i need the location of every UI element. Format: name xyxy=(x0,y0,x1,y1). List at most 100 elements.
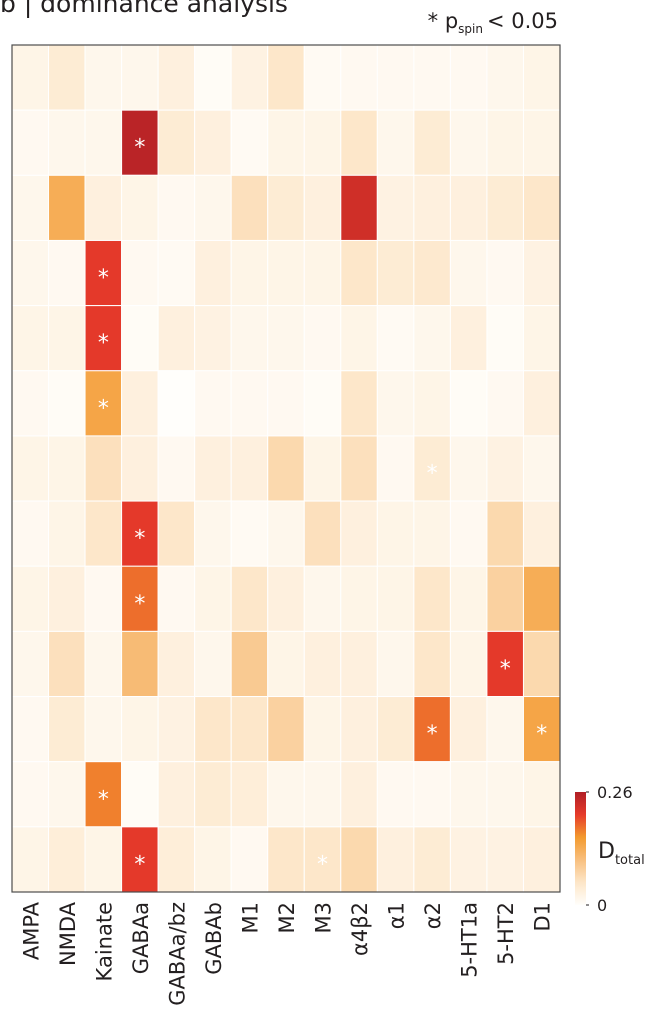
significance-mark: * xyxy=(98,396,109,421)
heat-cell xyxy=(84,630,123,698)
heat-cell xyxy=(230,370,269,437)
heat-cell xyxy=(84,174,123,241)
heat-cell xyxy=(413,565,451,632)
heat-cell xyxy=(121,761,159,828)
heat-cell xyxy=(376,826,415,893)
heat-cell xyxy=(11,696,50,763)
heat-cell xyxy=(449,174,488,241)
heatmap-frame xyxy=(11,44,561,893)
x-tick-label: M1 xyxy=(238,902,262,933)
heat-cell xyxy=(449,630,488,698)
heat-cell xyxy=(48,565,86,632)
heat-cell xyxy=(157,565,196,632)
heat-cell xyxy=(121,239,159,307)
significance-mark: * xyxy=(427,722,438,747)
heat-cell xyxy=(157,500,196,567)
heat-cell xyxy=(486,565,524,632)
heat-cell xyxy=(230,696,269,763)
heat-cell xyxy=(230,435,269,502)
heat-cell xyxy=(157,696,196,763)
heat-cell xyxy=(157,630,196,698)
heat-cell xyxy=(194,239,232,307)
heat-cell xyxy=(449,109,488,176)
heat-cell xyxy=(413,761,451,828)
heat-cell xyxy=(486,435,524,502)
significance-mark: * xyxy=(427,462,438,487)
heat-cell xyxy=(267,174,305,241)
heat-cell xyxy=(48,305,86,372)
x-tick-label: NMDA xyxy=(56,901,80,966)
heat-cell xyxy=(413,305,451,372)
heat-cell xyxy=(267,305,305,372)
heat-cell xyxy=(48,435,86,502)
heat-cell xyxy=(194,435,232,502)
significance-mark: * xyxy=(98,331,109,356)
heat-cell xyxy=(376,109,415,176)
heat-cell xyxy=(449,565,488,632)
heat-cell xyxy=(340,826,378,893)
heat-cell xyxy=(230,174,269,241)
heat-cell xyxy=(340,174,378,241)
colorbar xyxy=(575,792,586,905)
heat-cell xyxy=(340,761,378,828)
heat-cell xyxy=(267,370,305,437)
heat-cell xyxy=(194,370,232,437)
heat-cell xyxy=(486,174,524,241)
note-suffix: < 0.05 xyxy=(487,9,558,33)
heat-cell xyxy=(413,826,451,893)
heat-cell xyxy=(11,174,50,241)
heat-cell xyxy=(230,44,269,111)
heat-cell xyxy=(376,370,415,437)
heat-cell xyxy=(84,109,123,176)
heat-cell xyxy=(121,630,159,698)
heat-cell xyxy=(194,44,232,111)
heat-cell xyxy=(340,239,378,307)
heat-cell xyxy=(303,761,342,828)
heat-cell xyxy=(486,696,524,763)
heat-cell xyxy=(11,500,50,567)
heat-cell xyxy=(11,44,50,111)
heat-cell xyxy=(486,500,524,567)
heat-cell xyxy=(449,435,488,502)
heat-cell xyxy=(11,826,50,893)
heat-cell xyxy=(303,239,342,307)
heat-cell xyxy=(522,761,561,828)
colorbar-tick-label: 0 xyxy=(597,896,607,915)
heat-cell xyxy=(121,826,159,893)
x-tick-label: GABAa xyxy=(129,902,153,974)
heat-cell xyxy=(267,239,305,307)
heat-cell xyxy=(340,696,378,763)
heat-cell xyxy=(48,696,86,763)
heat-cell xyxy=(194,174,232,241)
heat-cell xyxy=(11,239,50,307)
heat-cell xyxy=(486,761,524,828)
heat-cell xyxy=(48,761,86,828)
heat-cell xyxy=(486,44,524,111)
heat-cell xyxy=(413,630,451,698)
heat-cell xyxy=(522,239,561,307)
heat-cell xyxy=(522,305,561,372)
heat-cell xyxy=(267,826,305,893)
heat-cell xyxy=(340,305,378,372)
heat-cell xyxy=(11,761,50,828)
heat-cell xyxy=(340,109,378,176)
heat-cell xyxy=(303,109,342,176)
x-tick-label: α2 xyxy=(421,902,445,929)
heat-cell xyxy=(486,109,524,176)
heat-cell xyxy=(449,500,488,567)
heat-cell xyxy=(303,696,342,763)
heat-cell xyxy=(84,696,123,763)
heat-cell xyxy=(376,500,415,567)
heat-cell xyxy=(48,826,86,893)
heat-cell xyxy=(48,630,86,698)
heat-cell xyxy=(11,435,50,502)
heat-cell xyxy=(522,565,561,632)
heat-cell xyxy=(340,565,378,632)
heat-cell xyxy=(194,305,232,372)
heat-cell xyxy=(522,435,561,502)
heat-cell xyxy=(194,761,232,828)
heat-cell xyxy=(303,435,342,502)
heat-cell xyxy=(267,435,305,502)
heat-cell xyxy=(230,630,269,698)
heat-cell xyxy=(413,109,451,176)
